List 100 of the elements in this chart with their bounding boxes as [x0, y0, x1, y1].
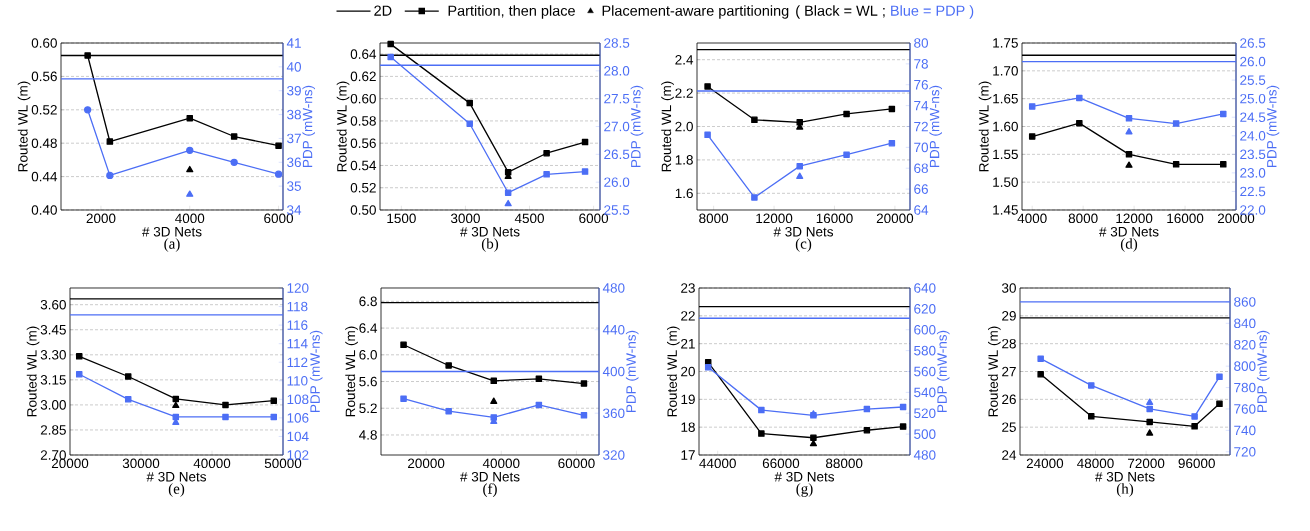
y2-tick-label: 620	[914, 304, 936, 314]
x-tick-label: 2000	[86, 213, 116, 224]
y2-tick-label: 72	[914, 121, 928, 132]
y2-tick-label: 40	[286, 62, 302, 72]
y-tick-label: 22	[681, 311, 695, 321]
y2-tick-label: 480	[602, 283, 625, 293]
y2-tick-label: 110	[287, 376, 308, 386]
y2-axis-title: PDP (mW-ns)	[929, 85, 942, 167]
y2-tick-label: 108	[287, 394, 309, 405]
x-tick-label: 60000	[558, 458, 595, 469]
y-axis-title: Routed WL (m)	[336, 81, 350, 172]
y-tick-label: 30	[1001, 283, 1016, 293]
y2-tick-label: 22.5	[1240, 186, 1266, 197]
y2-tick-label: 860	[1234, 297, 1256, 307]
y2-axis-title: PDP (mW-ns)	[936, 330, 950, 412]
y-tick-label: 17	[681, 450, 695, 460]
y2-tick-label: 540	[914, 387, 936, 398]
y2-tick-label: 440	[602, 324, 625, 335]
y2-tick-label: 820	[1234, 339, 1256, 350]
y-tick-label: 3.15	[40, 375, 66, 385]
text: (a)	[164, 238, 180, 252]
x-tick-label: 8000	[1068, 213, 1098, 224]
y2-tick-label: 760	[1234, 404, 1256, 414]
y-axis-title: Routed WL (m)	[26, 326, 40, 417]
x-tick-label: 20000	[1217, 213, 1255, 224]
y2-tick-label: 400	[602, 366, 625, 377]
text: (c)	[795, 238, 812, 252]
x-tick-label: 24000	[1026, 458, 1064, 469]
y2-tick-label: 36	[287, 157, 301, 168]
text: (e)	[168, 483, 185, 497]
y-tick-label: 0.52	[350, 182, 376, 193]
y-axis-title: Routed WL (m)	[988, 326, 1001, 417]
y-tick-label: 0.52	[31, 105, 57, 115]
y2-tick-label: 25.0	[1240, 93, 1266, 104]
text: Blue = PDP )	[891, 5, 974, 19]
y2-tick-label: 64	[914, 205, 929, 215]
y-tick-label: 27	[1002, 366, 1016, 377]
y-tick-label: 1.50	[993, 177, 1018, 187]
y2-tick-label: 35	[287, 181, 301, 191]
x-axis-title: # 3D Nets	[142, 226, 202, 237]
y2-tick-label: 24.5	[1240, 112, 1266, 122]
y2-tick-label: 74	[914, 100, 929, 111]
x-tick-label: 66000	[762, 458, 800, 469]
x-tick-label: 72000	[1128, 458, 1165, 469]
y2-tick-label: 25.5	[604, 205, 630, 215]
y-tick-label: 4.8	[359, 430, 377, 440]
y2-tick-label: 320	[603, 450, 625, 460]
y-tick-label: 6.8	[359, 296, 377, 307]
y-tick-label: 2.0	[675, 121, 693, 132]
y2-tick-label: 23.5	[1240, 149, 1266, 160]
y2-tick-label: 560	[914, 366, 936, 377]
x-axis-title: # 3D Nets	[460, 471, 520, 482]
y2-tick-label: 520	[914, 408, 936, 419]
y2-tick-label: 102	[287, 450, 309, 460]
y-tick-label: 1.6	[675, 188, 693, 199]
x-tick-label: 50000	[264, 458, 302, 469]
y2-axis-title: PDP (mW-ns)	[630, 85, 644, 167]
y-tick-label: 24	[1002, 450, 1017, 460]
x-tick-label: 16000	[816, 213, 853, 224]
y-tick-label: 0.56	[350, 138, 376, 148]
y-tick-label: 3.00	[40, 400, 66, 410]
x-tick-label: 30000	[122, 458, 160, 469]
y2-axis-title: PDP (mW-ns)	[309, 330, 323, 412]
x-tick-label: 48000	[1077, 458, 1114, 469]
y2-tick-label: 580	[914, 345, 936, 356]
y2-tick-label: 720	[1234, 447, 1256, 457]
y2-tick-label: 37	[287, 133, 301, 144]
y2-tick-label: 24.0	[1240, 131, 1266, 141]
y-tick-label: 0.44	[31, 171, 58, 182]
y-tick-label: 1.8	[675, 155, 693, 165]
x-tick-label: 40000	[193, 458, 231, 469]
y-tick-label: 0.62	[350, 71, 376, 82]
y2-tick-label: 26.0	[1240, 56, 1266, 67]
y2-tick-label: 106	[287, 413, 309, 423]
y-tick-label: 0.60	[31, 38, 57, 48]
y2-tick-label: 118	[287, 301, 308, 312]
y2-tick-label: 70	[914, 142, 929, 153]
y-tick-label: 1.70	[993, 66, 1018, 76]
y-tick-label: 29	[1002, 311, 1016, 321]
y2-tick-label: 28.0	[604, 66, 630, 76]
x-tick-label: 20000	[876, 213, 914, 224]
y2-axis-title: PDP (mW-ns)	[302, 85, 315, 167]
y-tick-label: 5.2	[359, 403, 377, 414]
y2-axis-title: PDP (mW-ns)	[625, 330, 639, 412]
y2-tick-label: 600	[914, 324, 936, 335]
y-tick-label: 25	[1002, 422, 1016, 432]
y2-tick-label: 480	[913, 450, 936, 460]
x-tick-label: 6000	[579, 213, 609, 224]
x-tick-label: 12000	[756, 213, 793, 224]
y-tick-label: 0.64	[350, 49, 377, 59]
y2-tick-label: 68	[914, 163, 928, 174]
x-tick-label: 44000	[699, 458, 736, 469]
y2-tick-label: 800	[1234, 361, 1256, 371]
y-tick-label: 0.56	[31, 71, 57, 82]
y-tick-label: 3.30	[40, 350, 66, 360]
y-tick-label: 2.70	[40, 450, 66, 460]
y-tick-label: 3.45	[40, 324, 66, 335]
y-tick-label: 21	[681, 338, 695, 349]
y-tick-label: 2.4	[675, 54, 694, 65]
x-tick-label: 3000	[450, 213, 480, 224]
